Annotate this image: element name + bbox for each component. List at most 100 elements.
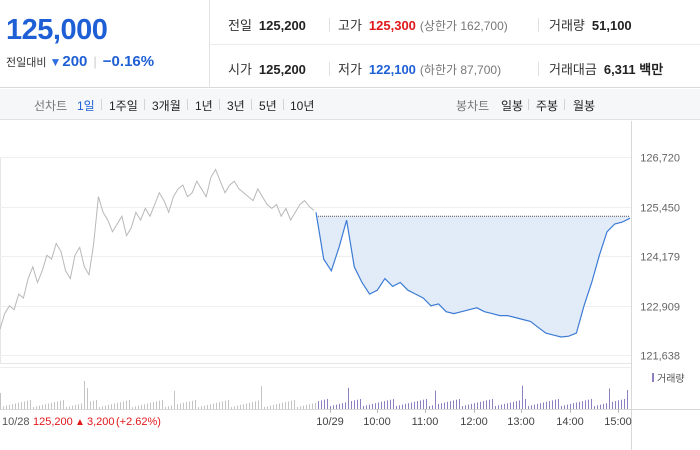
volume-bar bbox=[621, 399, 622, 409]
volume-bar bbox=[531, 405, 532, 409]
volume-bar bbox=[273, 404, 274, 409]
volume-bar bbox=[15, 403, 16, 409]
volume-bar bbox=[102, 406, 103, 409]
volume-bar bbox=[438, 403, 439, 409]
stat-label: 저가 bbox=[338, 62, 362, 77]
below-reference-area bbox=[316, 212, 630, 337]
period-tab-5y[interactable]: 5년 bbox=[259, 99, 277, 113]
x-tick-label: 11:00 bbox=[412, 416, 439, 428]
volume-bar bbox=[420, 400, 421, 409]
volume-bar bbox=[111, 404, 112, 409]
volume-bar bbox=[441, 403, 442, 409]
volume-bar bbox=[429, 406, 430, 409]
volume-bar bbox=[72, 405, 73, 409]
x-axis-ticks: 10/29 10:00 11:00 12:00 13:00 14:00 15:00 bbox=[316, 409, 632, 428]
volume-bar bbox=[360, 399, 361, 409]
volume-bar bbox=[471, 403, 472, 409]
volume-bar bbox=[99, 407, 100, 409]
volume-bar bbox=[138, 405, 139, 409]
period-divider bbox=[144, 99, 145, 110]
stat-high: 고가 125,300 (상한가 162,700) bbox=[338, 15, 508, 35]
volume-bar bbox=[390, 399, 391, 409]
volume-bar bbox=[222, 401, 223, 409]
volume-bar bbox=[150, 402, 151, 409]
candle-tab-monthly[interactable]: 월봉 bbox=[573, 99, 596, 113]
period-tab-10y[interactable]: 10년 bbox=[290, 99, 315, 113]
volume-bar bbox=[573, 403, 574, 409]
stat-label: 거래대금 bbox=[549, 62, 597, 77]
volume-bar bbox=[378, 402, 379, 409]
volume-bar bbox=[201, 406, 202, 409]
volume-bar bbox=[579, 401, 580, 409]
intraday-chart[interactable]: 126,720 125,450 124,179 122,909 121,638 10/2… bbox=[0, 121, 700, 450]
chart-canvas[interactable]: 126,720 125,450 124,179 122,909 121,638 10/2… bbox=[0, 121, 700, 450]
volume-bar bbox=[453, 400, 454, 409]
volume-bar bbox=[504, 403, 505, 409]
period-divider bbox=[219, 99, 220, 110]
y-tick-label: 126,720 bbox=[640, 153, 680, 165]
volume-bar bbox=[156, 401, 157, 409]
stat-note: (하한가 87,700) bbox=[419, 63, 502, 77]
x-tick-label: 10/29 bbox=[316, 416, 344, 428]
volume-bar bbox=[483, 401, 484, 409]
volume-bar bbox=[141, 404, 142, 409]
candle-tab-daily[interactable]: 일봉 bbox=[501, 99, 524, 113]
volume-bar bbox=[120, 402, 121, 409]
stat-open: 시가 125,200 bbox=[228, 59, 306, 79]
volume-bar bbox=[96, 400, 97, 409]
volume-bar bbox=[168, 406, 169, 409]
y-tick-label: 121,638 bbox=[640, 351, 680, 363]
y-tick-label: 124,179 bbox=[640, 252, 680, 264]
x-tick-label: 13:00 bbox=[507, 416, 535, 428]
volume-bar bbox=[543, 402, 544, 409]
volume-bar bbox=[570, 403, 571, 409]
period-tab-1y[interactable]: 1년 bbox=[195, 99, 213, 113]
quote-header: 125,000 전일대비 ▼ 200 | −0.16% 전일 125,200 고… bbox=[0, 0, 700, 88]
period-tab-3y[interactable]: 3년 bbox=[227, 99, 245, 113]
volume-bar bbox=[132, 407, 133, 409]
volume-bar bbox=[114, 403, 115, 409]
volume-bar bbox=[435, 390, 436, 409]
price-summary: 125,000 전일대비 ▼ 200 | −0.16% bbox=[0, 0, 210, 88]
volume-bar bbox=[249, 402, 250, 409]
volume-bar bbox=[498, 405, 499, 409]
volume-bar bbox=[243, 404, 244, 409]
period-tab-3m[interactable]: 3개월 bbox=[152, 99, 181, 113]
previous-day-line bbox=[0, 168, 315, 330]
volume-bar bbox=[627, 390, 628, 409]
volume-bar bbox=[558, 399, 559, 409]
volume-bar bbox=[66, 407, 67, 409]
volume-bar bbox=[393, 399, 394, 409]
volume-bar bbox=[372, 403, 373, 409]
volume-bar bbox=[330, 406, 331, 409]
volume-bar bbox=[135, 406, 136, 409]
stat-label: 전일 bbox=[228, 18, 252, 33]
volume-bar bbox=[279, 403, 280, 409]
volume-bar bbox=[465, 405, 466, 409]
volume-bar bbox=[300, 406, 301, 409]
prev-change-rate-label: (+2.62%) bbox=[116, 416, 161, 428]
stat-label: 고가 bbox=[338, 18, 362, 33]
volume-bar bbox=[87, 388, 88, 409]
volume-bar bbox=[354, 400, 355, 409]
period-tab-1d[interactable]: 1일 bbox=[77, 99, 95, 113]
volume-bar bbox=[516, 401, 517, 409]
down-triangle-icon: ▼ bbox=[49, 54, 62, 69]
volume-bar bbox=[234, 406, 235, 409]
volume-bar bbox=[219, 402, 220, 409]
stat-prev-close: 전일 125,200 bbox=[228, 15, 306, 35]
volume-bar bbox=[561, 406, 562, 409]
volume-bar bbox=[6, 405, 7, 409]
volume-bar bbox=[624, 399, 625, 409]
volume-bar bbox=[444, 402, 445, 409]
candle-tab-weekly[interactable]: 주봉 bbox=[536, 99, 559, 113]
stat-trading-value: 거래대금 6,311 백만 bbox=[549, 59, 663, 79]
volume-bar bbox=[348, 387, 349, 409]
volume-bar bbox=[267, 406, 268, 409]
volume-bar bbox=[396, 406, 397, 409]
volume-bar bbox=[45, 404, 46, 409]
volume-bar bbox=[177, 404, 178, 409]
volume-bar bbox=[342, 403, 343, 409]
volume-bar bbox=[339, 403, 340, 409]
period-tab-1w[interactable]: 1주일 bbox=[109, 99, 138, 113]
